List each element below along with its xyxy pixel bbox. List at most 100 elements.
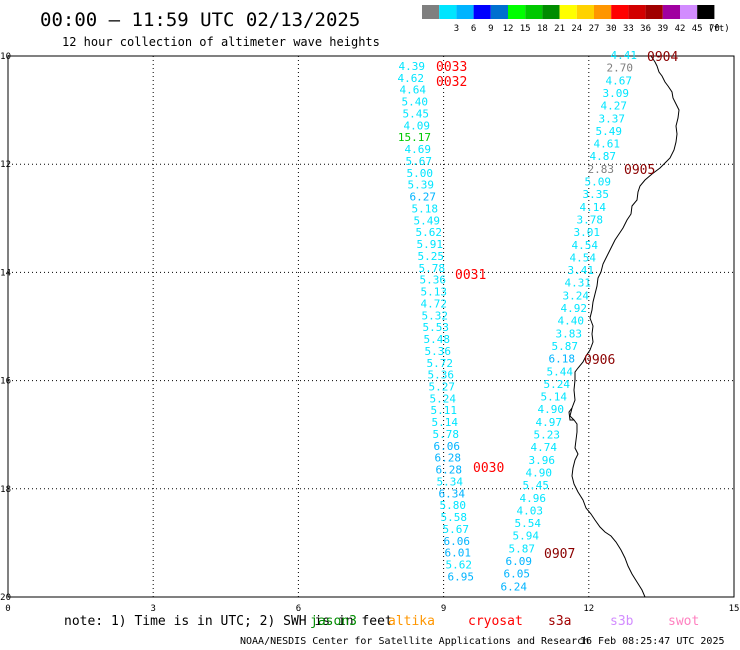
- colorbar-swatch: [542, 5, 560, 19]
- wave-height-label: 4.69: [405, 143, 432, 156]
- wave-height-label: 6.34: [439, 487, 466, 500]
- colorbar-tick-label: 30: [606, 24, 617, 34]
- footer-credit: NOAA/NESDIS Center for Satellite Applica…: [240, 636, 589, 647]
- wave-height-label: 4.87: [590, 150, 617, 163]
- pass-number-label: 0906: [584, 353, 615, 368]
- wave-height-label: 6.01: [445, 547, 472, 560]
- pass-number-label: 0032: [436, 75, 467, 90]
- pass-number-label: 0905: [624, 163, 655, 178]
- y-tick-label: -10: [0, 52, 11, 62]
- wave-height-label: 4.72: [421, 297, 448, 310]
- colorbar-swatch: [508, 5, 526, 19]
- coastline-inlet: [568, 407, 574, 421]
- x-tick-label: 6: [296, 604, 301, 614]
- coastline: [569, 55, 680, 598]
- footer-timestamp: 16 Feb 08:25:47 UTC 2025: [580, 636, 725, 647]
- wave-height-label: 5.25: [418, 250, 445, 263]
- colorbar-swatch: [611, 5, 629, 19]
- colorbar-tick-label: 24: [571, 24, 582, 34]
- colorbar-swatch: [473, 5, 491, 19]
- colorbar-swatch: [422, 5, 440, 19]
- wave-height-label: 5.24: [430, 392, 457, 405]
- wave-height-label: 5.94: [513, 530, 540, 543]
- pass-number-label: 0904: [647, 50, 678, 65]
- wave-height-label: 3.37: [599, 112, 626, 125]
- colorbar-swatch: [662, 5, 680, 19]
- colorbar-swatch: [628, 5, 646, 19]
- wave-height-label: 5.14: [541, 391, 568, 404]
- wave-height-label: 4.03: [517, 504, 544, 517]
- wave-height-label: 5.49: [414, 214, 441, 227]
- colorbar-swatch: [680, 5, 698, 19]
- satellite-legend-cryosat: cryosat: [468, 614, 523, 629]
- wave-height-label: 5.67: [443, 523, 470, 536]
- wave-height-label: 5.91: [417, 238, 444, 251]
- wave-height-label: 4.61: [594, 138, 621, 151]
- wave-height-label: 5.13: [421, 286, 448, 299]
- satellite-legend-jason3: jason3: [310, 614, 357, 629]
- wave-height-label: 5.09: [585, 176, 612, 189]
- x-tick-label: 12: [583, 604, 594, 614]
- y-tick-label: -16: [0, 377, 11, 387]
- wave-height-label: 5.49: [596, 125, 623, 138]
- pass-number-label: 0907: [544, 547, 575, 562]
- colorbar-tick-label: 15: [520, 24, 531, 34]
- wave-height-label: 6.95: [448, 570, 475, 583]
- wave-height-label: 5.36: [420, 274, 447, 287]
- pass-number-label: 0030: [473, 461, 504, 476]
- wave-height-label: 4.67: [606, 74, 633, 87]
- wave-height-label: 4.90: [538, 403, 565, 416]
- wave-height-label: 3.41: [568, 264, 595, 277]
- colorbar-swatch: [439, 5, 457, 19]
- colorbar-tick-label: 45: [692, 24, 703, 34]
- colorbar: 3 6 9 12 15 18 21 24 27 30 33 36 39 42 45 70: [422, 5, 720, 34]
- wave-height-label: 4.54: [570, 251, 597, 264]
- wave-height-label: 4.14: [580, 201, 607, 214]
- y-tick-label: -18: [0, 485, 11, 495]
- wave-height-label: 5.24: [544, 378, 571, 391]
- wave-height-label: 5.36: [428, 369, 455, 382]
- x-tick-label: 9: [441, 604, 446, 614]
- satellite-legend-swot: swot: [668, 614, 699, 629]
- map-frame: [7, 55, 735, 598]
- colorbar-tick-label: 9: [488, 24, 493, 34]
- wave-height-label: 5.34: [437, 475, 464, 488]
- wave-height-label: 6.24: [501, 580, 528, 593]
- satellite-track-west: 4.394.624.645.405.454.0915.174.695.675.0…: [398, 60, 475, 583]
- wave-height-label: 3.83: [556, 327, 583, 340]
- wave-height-label: 4.09: [404, 119, 431, 132]
- wave-height-label: 6.28: [435, 452, 462, 465]
- colorbar-swatch: [456, 5, 474, 19]
- wave-height-label: 5.39: [408, 179, 435, 192]
- map-title: 00:00 – 11:59 UTC 02/13/2025: [40, 9, 360, 31]
- wave-height-label: 5.78: [433, 428, 460, 441]
- x-tick-label: 15: [729, 604, 740, 614]
- wave-height-label: 4.39: [399, 60, 426, 73]
- wave-height-label: 5.58: [441, 511, 468, 524]
- legend-note: note: 1) Time is in UTC; 2) SWH is in fe…: [64, 614, 393, 629]
- wave-height-label: 5.00: [407, 167, 434, 180]
- colorbar-swatch: [576, 5, 594, 19]
- wave-height-label: 5.32: [422, 309, 449, 322]
- wave-height-label: 5.80: [440, 499, 467, 512]
- wave-height-label: 5.48: [424, 333, 451, 346]
- colorbar-tick-label: 3: [454, 24, 459, 34]
- y-tick-label: -14: [0, 268, 11, 278]
- wave-height-label: 4.27: [601, 100, 628, 113]
- wave-height-label: 5.67: [406, 155, 433, 168]
- wave-height-label: 5.53: [423, 321, 450, 334]
- colorbar-swatch: [490, 5, 508, 19]
- wave-height-label: 5.14: [432, 416, 459, 429]
- wave-height-label: 3.09: [603, 87, 630, 100]
- wave-height-label: 4.41: [611, 49, 638, 62]
- colorbar-tick-label: 42: [675, 24, 686, 34]
- x-tick-label: 3: [150, 604, 155, 614]
- y-tick-label: -20: [0, 593, 11, 603]
- wave-height-label: 5.44: [547, 365, 574, 378]
- satellite-track-east: 4.412.704.673.094.273.375.494.614.872.83…: [501, 49, 638, 593]
- graticule: [8, 56, 734, 597]
- wave-height-label: 5.11: [431, 404, 458, 417]
- wave-height-label: 3.96: [529, 454, 556, 467]
